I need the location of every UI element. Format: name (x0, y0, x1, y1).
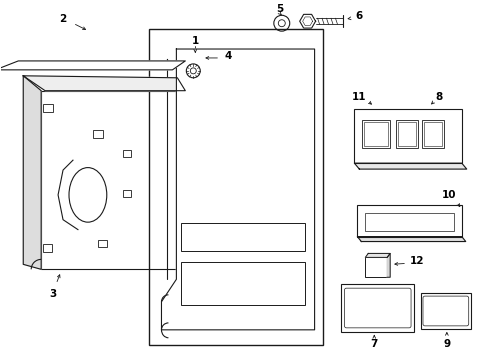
Bar (148, 29, 322, 345)
Text: 6: 6 (355, 11, 362, 21)
Bar (181, 262, 304, 305)
Bar (98, 239, 106, 247)
Polygon shape (365, 253, 389, 257)
Polygon shape (0, 61, 185, 70)
Bar (395, 121, 417, 148)
Polygon shape (354, 163, 466, 169)
Bar (354, 109, 461, 163)
Text: 2: 2 (59, 14, 66, 24)
Text: 1: 1 (191, 36, 199, 46)
Text: 3: 3 (49, 289, 57, 299)
Bar (341, 284, 413, 332)
Bar (43, 244, 52, 252)
Polygon shape (41, 91, 177, 269)
Bar (364, 122, 387, 146)
Bar (365, 213, 453, 231)
Bar (357, 205, 461, 237)
Text: 8: 8 (434, 92, 442, 102)
Polygon shape (23, 76, 41, 269)
Text: 10: 10 (441, 190, 455, 200)
Bar (43, 104, 53, 112)
Polygon shape (23, 76, 185, 91)
Text: 5: 5 (276, 4, 283, 14)
Bar (122, 150, 130, 157)
Bar (365, 257, 386, 277)
Text: 7: 7 (370, 339, 377, 349)
Bar (181, 223, 304, 251)
Bar (122, 190, 130, 197)
FancyBboxPatch shape (344, 288, 410, 328)
Bar (362, 121, 389, 148)
Polygon shape (161, 49, 314, 330)
Bar (93, 130, 102, 138)
Polygon shape (386, 253, 389, 277)
Bar (423, 122, 441, 146)
Text: 12: 12 (409, 256, 424, 266)
FancyBboxPatch shape (422, 296, 468, 326)
Text: 11: 11 (351, 92, 366, 102)
Bar (420, 293, 470, 329)
Bar (397, 122, 415, 146)
Text: 4: 4 (224, 51, 231, 61)
Polygon shape (299, 14, 315, 28)
Ellipse shape (69, 168, 106, 222)
Polygon shape (357, 237, 465, 242)
Text: 9: 9 (443, 339, 449, 349)
Bar (421, 121, 443, 148)
